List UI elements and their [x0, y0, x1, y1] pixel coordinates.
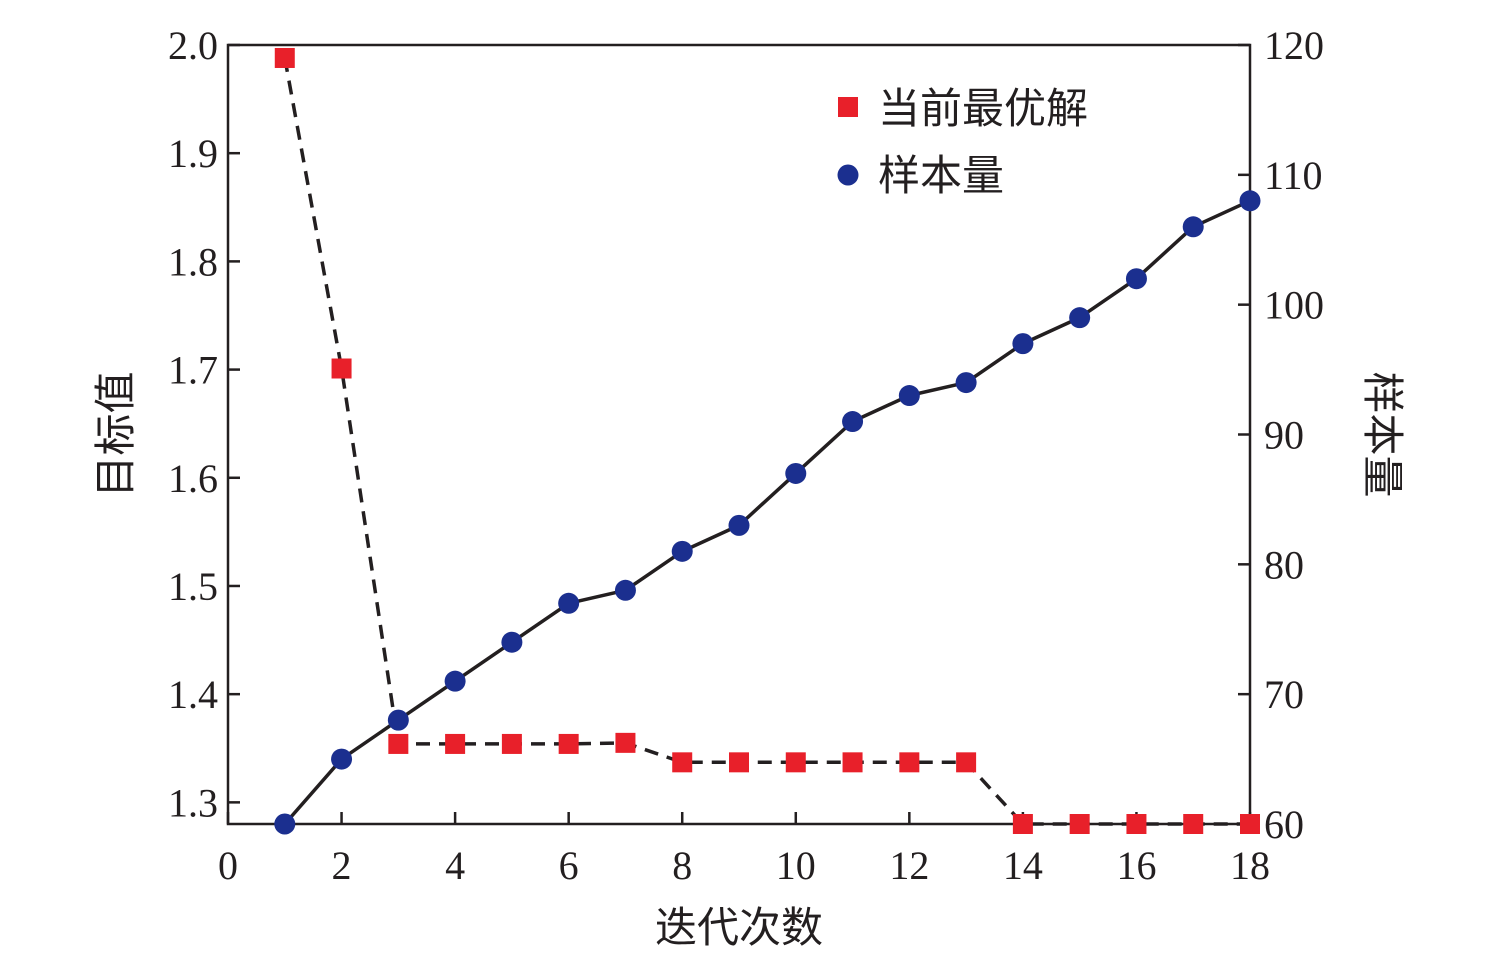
best-solution-point: [899, 752, 920, 773]
best-solution-point: [1012, 814, 1033, 834]
x-tick-label: 18: [1230, 843, 1270, 888]
best-solution-point: [1126, 814, 1147, 834]
best-solution-point: [501, 733, 522, 754]
left-y-tick-label: 1.3: [168, 780, 218, 825]
legend: 当前最优解 样本量: [837, 84, 1088, 200]
x-tick-label: 16: [1116, 843, 1156, 888]
right-y-axis-title: 样本量: [1358, 371, 1407, 497]
best-solution-point: [785, 752, 806, 773]
sample-size-point: [955, 372, 977, 394]
best-solution-point: [1069, 814, 1090, 834]
x-tick-label: 8: [672, 843, 692, 888]
best-solution-point: [672, 752, 693, 773]
x-tick-label: 14: [1003, 843, 1043, 888]
left-y-tick-label: 1.8: [168, 239, 218, 284]
best-solution-point: [274, 47, 295, 68]
right-y-tick-label: 80: [1264, 542, 1304, 587]
legend-marker-best-solution: [838, 97, 858, 117]
left-y-tick-label: 1.4: [168, 672, 218, 717]
best-solution-point: [331, 358, 352, 379]
x-tick-label: 12: [889, 843, 929, 888]
sample-size-point: [387, 709, 409, 731]
sample-size-point: [1069, 307, 1091, 329]
right-y-tick-label: 60: [1264, 802, 1304, 847]
x-tick-label: 6: [559, 843, 579, 888]
left-y-tick-label: 1.9: [168, 131, 218, 176]
x-axis-title: 迭代次数: [655, 903, 823, 952]
best-solution-point: [1183, 814, 1204, 834]
right-y-tick-label: 70: [1264, 672, 1304, 717]
series-markers: [274, 47, 1261, 835]
legend-label-best-solution: 当前最优解: [878, 84, 1088, 133]
sample-size-line: [283, 199, 1251, 826]
sample-size-point: [331, 748, 353, 770]
legend-marker-sample-size: [837, 164, 859, 186]
best-solution-point: [445, 733, 466, 754]
best-solution-point: [615, 732, 636, 753]
best-solution-line: [283, 57, 1250, 826]
x-tick-label: 4: [445, 843, 465, 888]
sample-size-point: [558, 592, 580, 614]
sample-size-point: [444, 670, 466, 692]
sample-size-point: [614, 579, 636, 601]
x-tick-label: 10: [776, 843, 816, 888]
sample-size-point: [898, 385, 920, 407]
right-y-tick-label: 90: [1264, 413, 1304, 458]
sample-size-point: [1182, 216, 1204, 238]
right-y-tick-label: 110: [1264, 153, 1323, 198]
right-y-tick-label: 100: [1264, 283, 1324, 328]
x-tick-label: 2: [332, 843, 352, 888]
sample-size-point: [1239, 190, 1261, 212]
axis-ticks: 0 2 4 6 8 10 12 14 16 18 1.3 1.4 1.5 1.6 1.7 1.8 1.9 2.0 6…: [168, 23, 1324, 888]
left-y-tick-label: 2.0: [168, 23, 218, 68]
sample-size-point: [842, 411, 864, 433]
best-solution-point: [729, 752, 749, 773]
series-lines: [283, 57, 1251, 826]
best-solution-point: [956, 752, 977, 773]
best-solution-point: [388, 733, 409, 754]
left-y-tick-label: 1.6: [168, 456, 218, 501]
sample-size-point: [1012, 333, 1034, 355]
sample-size-point: [501, 631, 523, 653]
sample-size-point: [671, 540, 693, 562]
sample-size-point: [274, 813, 296, 835]
best-solution-point: [842, 752, 863, 773]
best-solution-point: [1240, 814, 1260, 834]
right-y-tick-label: 120: [1264, 23, 1324, 68]
sample-size-point: [728, 514, 750, 536]
x-tick-label: 0: [218, 843, 238, 888]
legend-label-sample-size: 样本量: [878, 151, 1004, 200]
left-y-axis-title: 目标值: [91, 371, 140, 497]
left-y-tick-label: 1.5: [168, 564, 218, 609]
left-y-tick-label: 1.7: [168, 348, 218, 393]
sample-size-point: [1125, 268, 1147, 290]
best-solution-point: [558, 733, 579, 754]
plot-area-frame: [226, 43, 1252, 826]
sample-size-point: [785, 462, 807, 484]
